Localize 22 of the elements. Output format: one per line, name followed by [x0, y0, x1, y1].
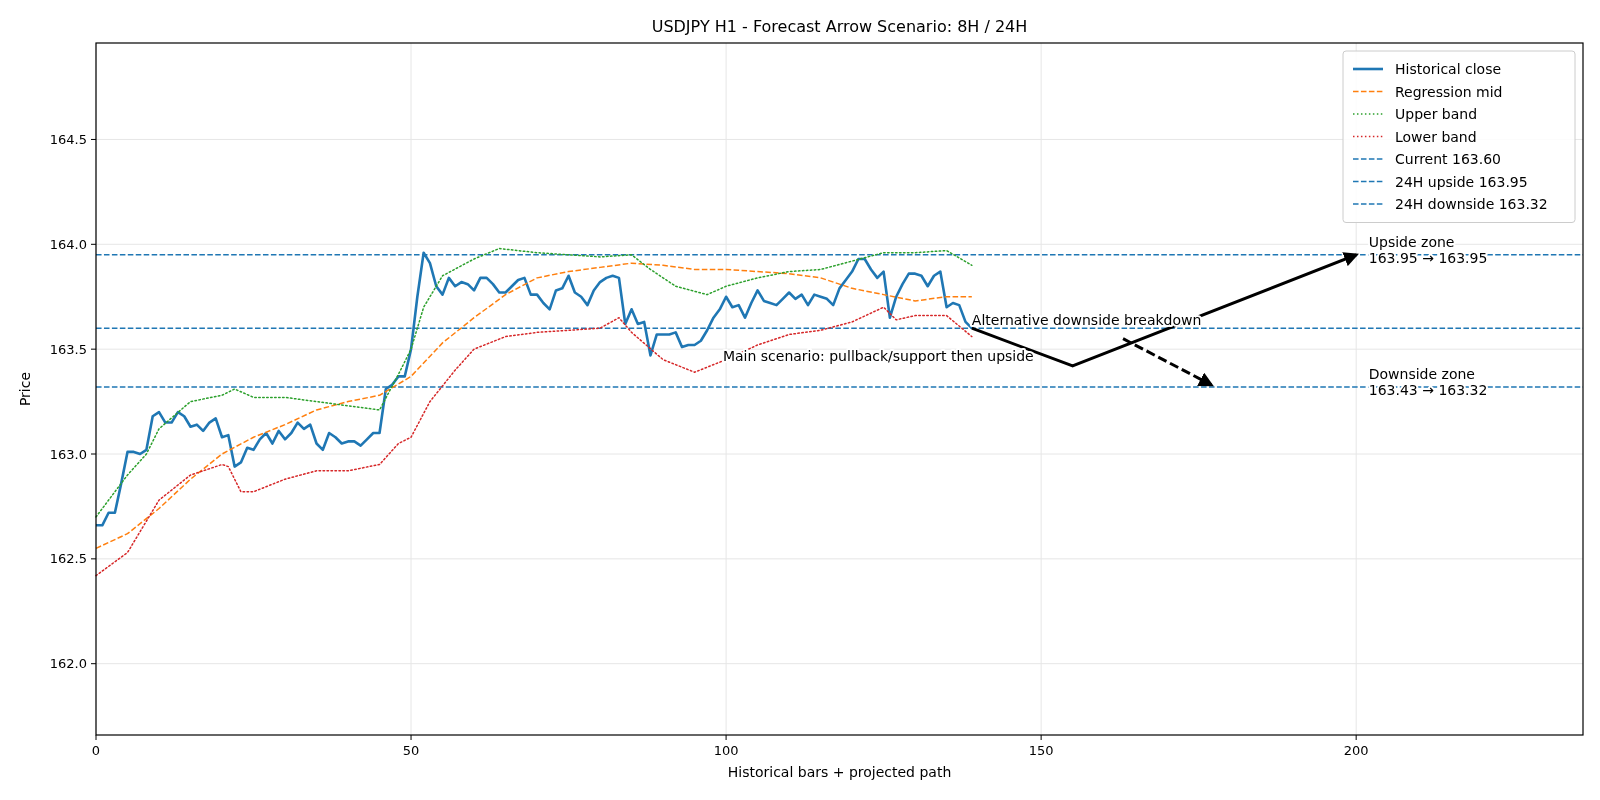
x-tick-label: 100: [713, 743, 739, 758]
chart-title: USDJPY H1 - Forecast Arrow Scenario: 8H / 24H: [651, 17, 1028, 36]
x-tick-label: 200: [1343, 743, 1369, 758]
x-axis-title: Historical bars + projected path: [727, 764, 952, 780]
annotation: Main scenario: pullback/support then upside: [722, 347, 1034, 364]
legend-label: Lower band: [1395, 128, 1477, 145]
legend-label: Current 163.60: [1395, 151, 1502, 167]
y-tick-label: 162.5: [49, 551, 87, 567]
legend-label: Upper band: [1395, 106, 1478, 122]
y-tick-label: 164.0: [49, 236, 87, 252]
x-tick-label: 50: [402, 743, 420, 758]
legend-label: Regression mid: [1395, 83, 1503, 100]
legend-label: Historical close: [1395, 61, 1502, 77]
x-tick-label: 150: [1028, 743, 1054, 758]
legend-label: 24H downside 163.32: [1395, 196, 1548, 212]
y-tick-label: 164.5: [49, 131, 87, 147]
y-axis-title: Price: [17, 371, 33, 407]
y-tick-label: 163.5: [49, 341, 87, 357]
x-tick-label: 0: [91, 743, 101, 758]
y-tick-label: 163.0: [49, 446, 87, 462]
legend-label: 24H upside 163.95: [1395, 173, 1528, 190]
y-tick-label: 162.0: [49, 656, 87, 672]
